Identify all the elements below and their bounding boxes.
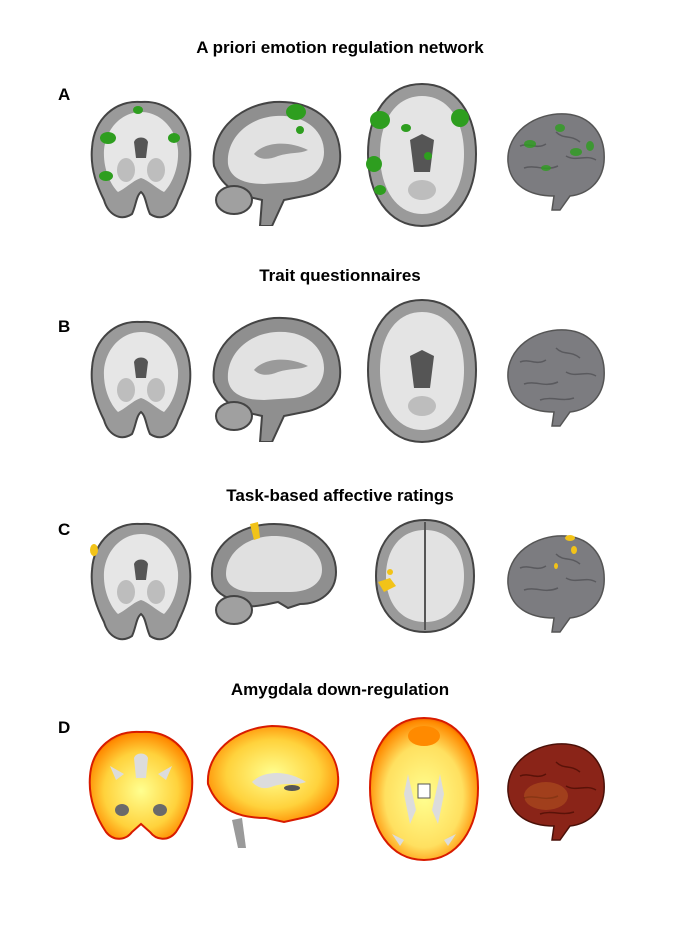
3d-render [500,106,610,216]
activation-blob [250,522,260,540]
axial-slice [362,80,482,230]
sagittal-slice [204,96,344,226]
sagittal-slice [202,722,342,852]
panel-letter: A [58,85,71,104]
3d-render [500,736,610,846]
axial-slice [370,516,480,636]
panel-a: A priori emotion regulation network A [0,30,680,260]
activation-blob [99,106,180,181]
activation-blob [378,569,396,592]
coronal-slice [86,96,196,226]
panel-c: Task-based affective ratings C [0,482,680,712]
activation-blob [366,109,469,195]
sagittal-slice [204,312,344,442]
panel-b: Trait questionnaires B [0,262,680,492]
panel-title: Task-based affective ratings [226,486,454,505]
panel-letter: B [58,317,71,336]
activation-blob [286,104,306,120]
panel-d: Amygdala down-regulation D [0,676,680,906]
coronal-slice [86,728,196,848]
activation-blob [90,544,98,556]
panel-letter: D [58,718,71,737]
coronal-slice [86,518,196,648]
3d-render [500,528,610,638]
3d-render [500,322,610,432]
panel-title: Amygdala down-regulation [230,680,450,699]
panel-letter: C [58,520,71,539]
coronal-slice [86,316,196,446]
panel-title: Trait questionnaires [259,266,421,285]
axial-slice [362,296,482,446]
sagittal-slice [204,518,344,628]
axial-slice [364,714,484,864]
panel-title: A priori emotion regulation network [196,38,484,57]
